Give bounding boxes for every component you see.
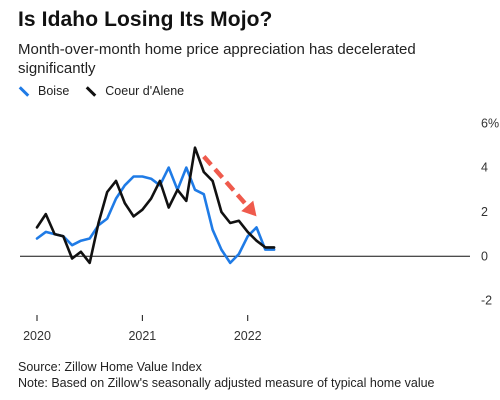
methodology-note: Note: Based on Zillow's seasonally adjus… [18,376,435,390]
y-tick-label: 0 [481,249,488,263]
legend-label-coeur-dalene: Coeur d'Alene [105,84,185,98]
legend-item-coeur-dalene: Coeur d'Alene [85,84,184,98]
y-tick-label: -2 [481,294,492,308]
x-tick-label: 2020 [23,329,51,343]
y-tick-label: 2 [481,205,488,219]
legend: Boise Coeur d'Alene [18,84,184,98]
chart-subtitle: Month-over-month home price appreciation… [18,41,416,77]
x-tick-label: 2021 [128,329,156,343]
boise-line [35,166,276,265]
chart-title: Is Idaho Losing Its Mojo? [18,8,273,31]
trend-arrow-shaft [202,155,251,210]
y-tick-label: 4 [481,161,488,175]
legend-item-boise: Boise [18,84,69,98]
legend-label-boise: Boise [38,84,70,98]
chart-footer: Source: Zillow Home Value Index Note: Ba… [18,359,435,391]
source-note: Source: Zillow Home Value Index [18,360,202,374]
y-tick-label: 6% [481,116,499,130]
coeur-dalene-line [35,146,276,265]
x-tick-label: 2022 [234,329,262,343]
trend-arrow-head [241,200,257,217]
